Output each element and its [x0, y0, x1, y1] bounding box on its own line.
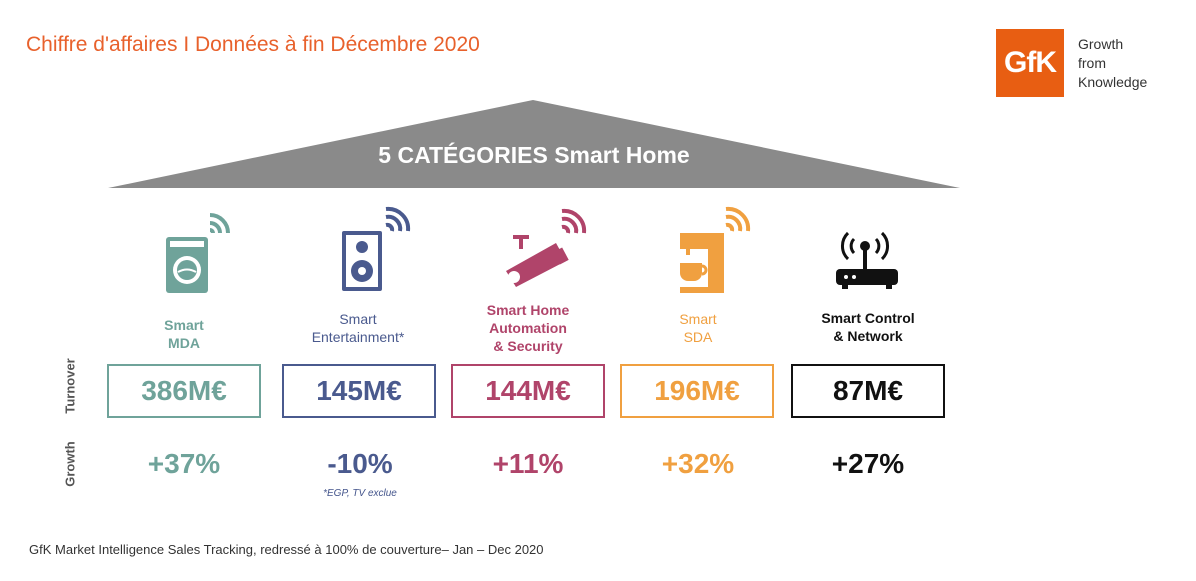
- label-line: Smart Control: [821, 310, 915, 326]
- tagline-line: from: [1078, 55, 1106, 71]
- growth-value: +11%: [492, 448, 564, 479]
- label-line: Entertainment*: [311, 329, 405, 345]
- turnover-value: 196M€: [620, 364, 774, 418]
- label-line: SDA: [683, 329, 713, 345]
- tagline-line: Growth: [1078, 36, 1124, 52]
- side-axis-label: Growth Turnover: [63, 343, 78, 503]
- router-icon: [836, 231, 898, 289]
- turnover-value: 145M€: [282, 364, 436, 418]
- speaker-icon: [342, 206, 411, 291]
- growth-value: +37%: [147, 448, 221, 479]
- tagline-line: Knowledge: [1078, 74, 1148, 90]
- category-label-smart-home-automation: Smart Home Automation & Security: [438, 301, 618, 355]
- category-label-smart-control: Smart Control & Network: [778, 309, 958, 345]
- page-title: Chiffre d'affaires I Données à fin Décem…: [26, 33, 480, 56]
- gfk-logo: GfK: [996, 29, 1064, 97]
- label-line: & Network: [833, 328, 903, 344]
- turnover-label: Turnover: [62, 358, 78, 414]
- label-line: Smart: [679, 311, 717, 327]
- coffee-machine-icon: [680, 206, 751, 293]
- label-line: MDA: [168, 335, 200, 351]
- logo-tagline: Growth from Knowledge: [1078, 35, 1147, 92]
- roof-banner: [108, 100, 960, 188]
- growth-value: -10%: [327, 448, 393, 479]
- category-label-smart-entertainment: Smart Entertainment*: [268, 310, 448, 346]
- growth-label: Growth: [62, 441, 78, 487]
- source-note: GfK Market Intelligence Sales Tracking, …: [29, 542, 544, 557]
- banner-title: 5 CATÉGORIES Smart Home: [378, 142, 690, 168]
- label-line: Smart Home: [486, 302, 570, 318]
- label-line: Smart: [339, 311, 377, 327]
- security-camera-icon: [506, 208, 587, 287]
- category-label-smart-mda: Smart MDA: [94, 316, 274, 352]
- label-line: Automation: [489, 320, 567, 336]
- footnote: *EGP, TV exclue: [323, 488, 397, 499]
- label-line: Smart: [164, 317, 204, 333]
- turnover-value: 144M€: [451, 364, 605, 418]
- growth-value: +32%: [661, 448, 735, 479]
- label-line: & Security: [493, 338, 563, 354]
- washing-machine-icon: [166, 213, 230, 293]
- category-label-smart-sda: Smart SDA: [608, 310, 788, 346]
- turnover-value: 386M€: [107, 364, 261, 418]
- growth-value: +27%: [831, 448, 905, 479]
- turnover-value: 87M€: [791, 364, 945, 418]
